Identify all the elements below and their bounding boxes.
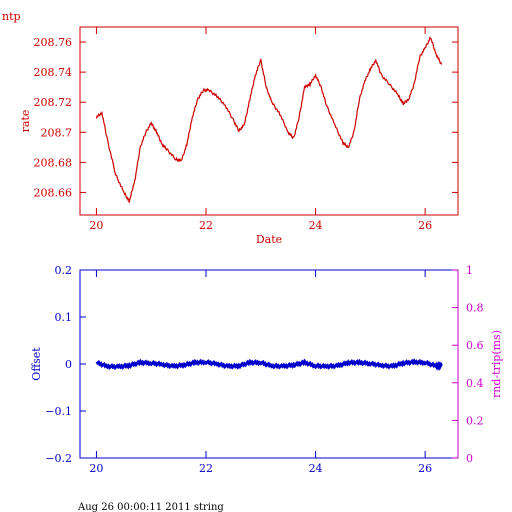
bottom-right-y-tick-label: 0 <box>466 452 473 465</box>
bottom-y-tick-label: 0.1 <box>55 311 73 324</box>
bottom-y-axis: −0.2 −0.1 0 0.1 0.2 <box>45 264 86 465</box>
top-y-tick-label: 208.7 <box>41 126 73 139</box>
bottom-x-tick-label: 26 <box>418 462 432 475</box>
top-x-tick-label: 26 <box>418 219 432 232</box>
ntp-label: ntp <box>2 10 21 23</box>
bottom-y-tick-label: 0.2 <box>55 264 73 277</box>
bottom-right-y-tick-label: 1 <box>466 264 473 277</box>
footer-timestamp: Aug 26 00:00:11 2011 string <box>77 502 224 512</box>
bottom-y-tick-label: −0.1 <box>45 405 72 418</box>
bottom-right-y-tick-label: 0.6 <box>466 339 484 352</box>
bottom-right-y-axis-title: rnd-trip(ms) <box>490 330 503 398</box>
bottom-right-y-axis: 0 0.2 0.4 0.6 0.8 1 <box>452 264 484 465</box>
top-y-tick-label: 208.66 <box>34 186 73 199</box>
bottom-right-y-tick-label: 0.8 <box>466 302 484 315</box>
top-series-line <box>95 36 443 203</box>
bottom-right-y-tick-label: 0.2 <box>466 414 484 427</box>
bottom-x-tick-label: 20 <box>89 462 103 475</box>
top-y-tick-label: 208.76 <box>34 36 73 49</box>
bottom-x-tick-label: 22 <box>199 462 213 475</box>
top-y-tick-label: 208.68 <box>34 156 73 169</box>
bottom-x-axis: 20 22 24 26 <box>89 270 432 475</box>
top-x-tick-label: 22 <box>199 219 213 232</box>
bottom-series-line <box>95 358 443 372</box>
top-x-tick-label: 20 <box>89 219 103 232</box>
bottom-y-tick-label: −0.2 <box>45 452 72 465</box>
bottom-x-tick-label: 24 <box>309 462 323 475</box>
bottom-right-y-tick-label: 0.4 <box>466 377 484 390</box>
top-x-axis-title: Date <box>256 233 282 246</box>
bottom-y-tick-label: 0 <box>65 358 72 371</box>
top-x-axis: 20 22 24 26 <box>89 27 432 232</box>
bottom-y-axis-title: Offset <box>30 347 43 381</box>
top-y-tick-label: 208.74 <box>34 66 73 79</box>
top-y-axis: 208.66 208.68 208.7 208.72 208.74 208.76 <box>34 36 458 199</box>
top-y-axis-title: rate <box>19 110 32 133</box>
top-x-tick-label: 24 <box>309 219 323 232</box>
top-y-tick-label: 208.72 <box>34 96 73 109</box>
top-plot-frame <box>79 26 459 216</box>
